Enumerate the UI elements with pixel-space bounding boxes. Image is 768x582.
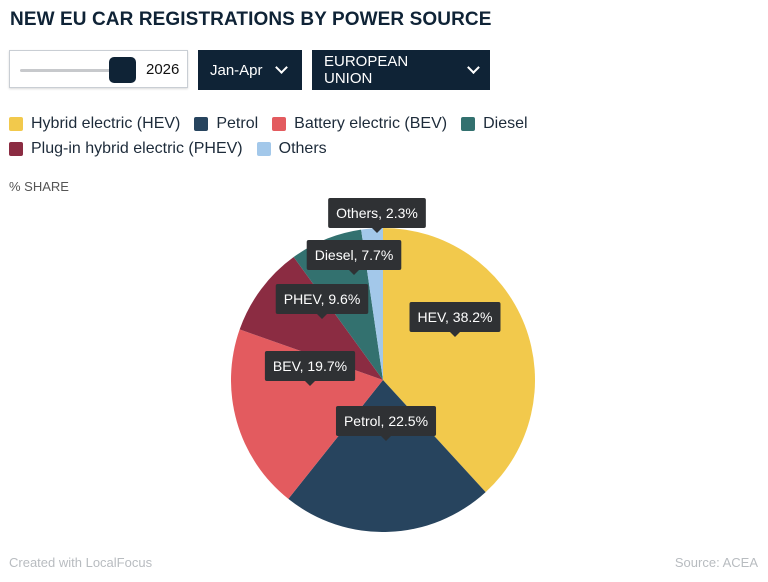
data-label-text: HEV, 38.2% <box>418 309 493 325</box>
slider-value: 2026 <box>146 61 180 78</box>
data-label-pointer <box>317 314 327 319</box>
legend-item-phev[interactable]: Plug-in hybrid electric (PHEV) <box>9 139 243 158</box>
legend-label: Petrol <box>216 114 259 132</box>
data-label-text: Diesel, 7.7% <box>315 247 394 263</box>
data-label-box <box>264 351 356 381</box>
data-label-bev: BEV, 19.7% <box>264 351 356 386</box>
slider-track[interactable] <box>20 69 120 72</box>
legend-item-hev[interactable]: Hybrid electric (HEV) <box>9 114 180 133</box>
legend-label: Hybrid electric (HEV) <box>31 114 181 132</box>
pie-slice-hev[interactable] <box>383 228 535 493</box>
region-dropdown-value: EUROPEAN UNION <box>324 53 409 87</box>
period-dropdown-value: Jan-Apr <box>210 61 263 79</box>
share-label: % SHARE <box>9 179 69 194</box>
chart-title: NEW EU CAR REGISTRATIONS BY POWER SOURCE <box>10 9 492 30</box>
pie-slice-petrol[interactable] <box>288 380 486 533</box>
legend-swatch <box>194 116 209 131</box>
credit-text[interactable]: Created with LocalFocus <box>9 555 153 570</box>
data-label-petrol: Petrol, 22.5% <box>335 406 437 441</box>
data-label-others: Others, 2.3% <box>328 198 426 233</box>
data-label-hev: HEV, 38.2% <box>409 302 501 337</box>
period-dropdown[interactable]: Jan-Apr <box>198 50 302 90</box>
controls-bar: 2026 Jan-Apr EUROPEAN UNION <box>9 50 490 90</box>
data-label-text: BEV, 19.7% <box>273 358 347 374</box>
legend-label: Plug-in hybrid electric (PHEV) <box>31 139 243 157</box>
pie-slice-phev[interactable] <box>239 257 383 380</box>
data-label-pointer <box>372 228 382 233</box>
legend: Hybrid electric (HEV) Petrol Battery ele… <box>9 114 569 158</box>
data-label-pointer <box>381 436 391 441</box>
data-label-pointer <box>305 381 315 386</box>
legend-label: Others <box>278 139 327 157</box>
legend-swatch <box>461 116 476 131</box>
data-label-box <box>335 406 437 436</box>
data-label-text: Others, 2.3% <box>336 205 418 221</box>
legend-item-others[interactable]: Others <box>256 139 327 158</box>
data-label-box <box>409 302 501 332</box>
legend-item-diesel[interactable]: Diesel <box>461 114 528 133</box>
legend-swatch <box>9 116 23 131</box>
legend-item-petrol[interactable]: Petrol <box>194 114 258 133</box>
year-slider[interactable]: 2026 <box>9 50 188 88</box>
legend-item-bev[interactable]: Battery electric (BEV) <box>272 114 447 133</box>
data-label-text: Petrol, 22.5% <box>344 413 428 429</box>
legend-label: Battery electric (BEV) <box>294 114 448 132</box>
data-label-phev: PHEV, 9.6% <box>275 284 369 319</box>
source-text: Source: ACEA <box>674 555 758 570</box>
data-label-box <box>306 240 402 270</box>
region-dropdown[interactable]: EUROPEAN UNION <box>312 50 490 90</box>
data-label-pointer <box>450 332 460 337</box>
legend-label: Diesel <box>483 114 528 132</box>
data-label-box <box>275 284 369 314</box>
data-label-pointer <box>349 270 359 275</box>
legend-swatch <box>256 141 271 156</box>
data-label-diesel: Diesel, 7.7% <box>306 240 402 275</box>
slider-thumb[interactable] <box>109 57 136 83</box>
legend-swatch <box>272 116 287 131</box>
data-label-text: PHEV, 9.6% <box>284 291 361 307</box>
legend-swatch <box>9 141 23 156</box>
data-label-box <box>328 198 426 228</box>
